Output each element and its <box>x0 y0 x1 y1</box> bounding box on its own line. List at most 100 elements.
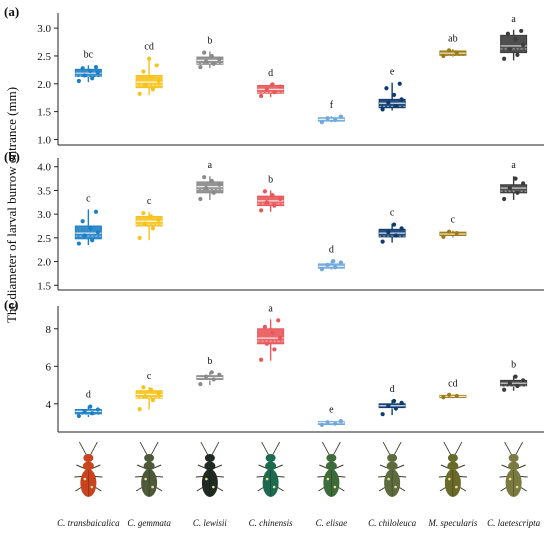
box-group: f <box>317 100 345 125</box>
y-tick-label: 3.0 <box>37 209 51 221</box>
data-point <box>513 37 518 42</box>
y-tick-label: 4.0 <box>37 162 51 174</box>
data-point <box>397 81 402 86</box>
y-tick-label: 4 <box>46 399 52 411</box>
beetle-illustration <box>499 441 528 497</box>
data-point <box>270 330 275 335</box>
data-point <box>502 196 507 202</box>
beetle-antenna <box>322 441 330 456</box>
data-point <box>505 31 511 36</box>
data-point <box>88 226 93 231</box>
data-point <box>272 203 277 208</box>
beetle-antenna <box>139 441 148 456</box>
data-point <box>154 63 159 68</box>
y-axis-title: The diameter of larval burrow entrance (… <box>4 87 19 323</box>
data-point <box>203 59 209 64</box>
data-point <box>515 383 520 389</box>
data-point <box>137 91 142 96</box>
data-point <box>521 378 526 383</box>
box-group: d <box>378 384 406 417</box>
box-group: c <box>135 196 163 241</box>
data-point <box>95 230 100 235</box>
data-point <box>446 48 452 53</box>
data-point <box>148 75 154 80</box>
significance-letter: a <box>268 303 273 314</box>
beetle-elytra <box>384 469 401 497</box>
significance-letter: bc <box>84 49 94 60</box>
data-point <box>143 221 148 226</box>
panel-label: (c) <box>4 297 18 312</box>
box-group: b <box>257 174 285 213</box>
box-group: a <box>196 160 224 202</box>
data-point <box>82 233 87 238</box>
significance-letter: cd <box>144 42 153 53</box>
beetle-images <box>74 441 528 497</box>
beetle-antenna <box>272 441 280 456</box>
data-point <box>198 64 203 70</box>
panel-label: (a) <box>4 4 19 19</box>
data-point <box>217 372 222 377</box>
data-point <box>270 82 275 87</box>
box-group: a <box>500 160 528 202</box>
data-point <box>202 50 207 55</box>
significance-letter: c <box>86 193 91 204</box>
data-point <box>90 238 95 243</box>
data-point <box>441 395 446 400</box>
significance-letter: d <box>329 245 334 256</box>
data-point <box>386 100 391 105</box>
data-point <box>211 190 216 195</box>
panels: (a)1.01.52.02.53.0bccdbdfeaba(b)1.52.02.… <box>4 4 544 433</box>
data-point <box>380 412 385 417</box>
significance-letter: e <box>390 67 395 78</box>
data-point <box>393 103 399 109</box>
beetle-elytra <box>201 469 218 497</box>
data-point <box>380 239 385 244</box>
panel: (c) 4 6 8 d c b a e d cd b <box>4 297 544 433</box>
species-labels: C. transbaicalica C. gemmata C. lewisii C. … <box>57 518 540 528</box>
data-point <box>399 400 404 406</box>
data-point <box>331 258 336 264</box>
data-point <box>88 68 93 74</box>
beetle-head <box>326 454 337 462</box>
data-point <box>384 86 389 91</box>
significance-letter: d <box>390 384 395 395</box>
beetle-illustration <box>256 441 285 497</box>
species-label: C. gemmata <box>127 518 171 528</box>
data-point <box>148 387 154 392</box>
data-point <box>209 53 214 59</box>
data-point <box>80 66 85 71</box>
box-group: c <box>378 208 406 244</box>
beetle-spot <box>205 477 208 481</box>
box-group: d <box>257 68 285 99</box>
y-tick-label: 2.0 <box>37 257 51 269</box>
data-point <box>95 70 100 75</box>
beetle-spot <box>448 477 451 481</box>
y-tick-label: 6 <box>46 361 52 373</box>
y-tick-label: 2.0 <box>37 79 51 91</box>
significance-letter: d <box>268 68 273 79</box>
data-point <box>259 208 264 213</box>
significance-letter: a <box>511 160 516 171</box>
data-point <box>391 398 397 404</box>
beetle-elytra <box>141 469 158 497</box>
data-point <box>80 219 85 224</box>
data-point <box>259 93 264 99</box>
box-group: e <box>378 67 406 112</box>
data-point <box>90 76 95 81</box>
box <box>500 34 528 54</box>
beetle-antenna <box>261 441 269 456</box>
data-point <box>319 120 324 125</box>
significance-letter: c <box>390 208 395 219</box>
data-point <box>399 97 404 102</box>
panel: (b) 1.5 2.0 2.5 3.0 3.5 4.0 c c a b d c c a <box>4 149 544 292</box>
box-group: b <box>196 356 224 387</box>
data-point <box>137 235 142 240</box>
beetle-spot <box>212 485 215 489</box>
beetle-thorax <box>204 461 216 471</box>
species-label: C. transbaicalica <box>57 518 120 528</box>
significance-letter: f <box>330 100 334 111</box>
data-point <box>521 181 526 186</box>
box-group: e <box>317 405 345 427</box>
beetle-spot <box>333 485 337 489</box>
